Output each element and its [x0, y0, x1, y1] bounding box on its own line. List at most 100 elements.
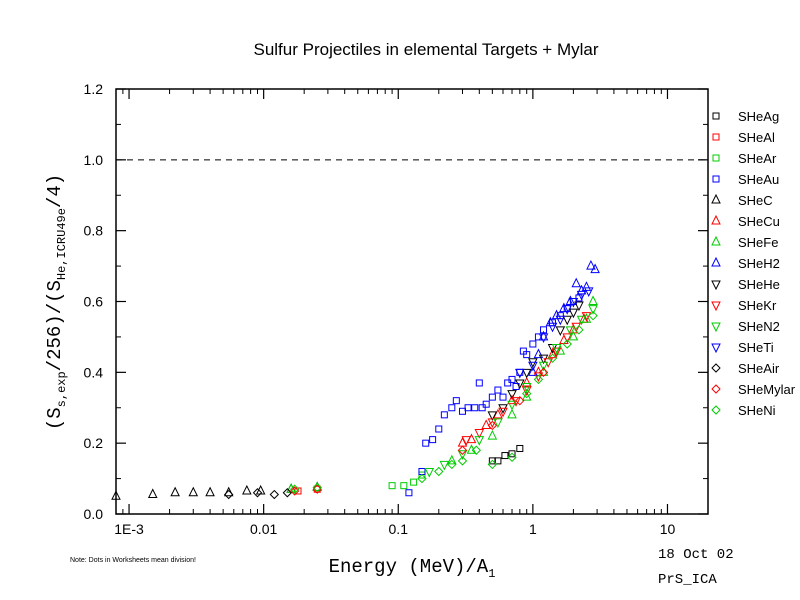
data-point [252, 488, 263, 498]
data-point [523, 351, 531, 359]
series-SHeN2 [424, 305, 598, 478]
legend-label: SHeAu [738, 172, 779, 187]
legend-item: SHeNi [711, 403, 776, 418]
data-point [418, 468, 426, 475]
y-tick-label: 0.8 [84, 223, 104, 239]
data-point [529, 340, 537, 348]
data-point [487, 420, 498, 431]
data-point [559, 302, 569, 313]
data-point [147, 488, 158, 499]
data-point [457, 450, 468, 460]
data-point [487, 429, 498, 440]
data-point [515, 379, 525, 390]
data-point [170, 486, 180, 497]
legend-marker [711, 280, 721, 291]
legend-item: SHeHe [711, 277, 780, 292]
data-point [507, 400, 517, 411]
y-tick-label: 0.0 [84, 506, 104, 522]
legend-item: SHeAr [712, 151, 777, 166]
series-SHeAg [488, 444, 524, 465]
data-point [461, 436, 472, 446]
legend-marker [711, 256, 721, 267]
data-point [562, 315, 573, 326]
data-point [188, 486, 199, 497]
data-point [576, 290, 587, 301]
legend-marker [712, 154, 720, 162]
data-point [538, 333, 549, 344]
data-point [508, 375, 516, 383]
data-point [515, 368, 525, 379]
legend: SHeAg SHeAl SHeAr SHeAu SHeC SHeCu SHeFe SHeH2 S… [711, 109, 796, 418]
legend-label: SHeCu [738, 214, 780, 229]
data-point [440, 411, 448, 419]
data-point [507, 394, 517, 405]
legend-item: SHeH2 [711, 256, 780, 271]
date-text: 18 Oct 02 [658, 547, 734, 563]
legend-label: SHeTi [738, 340, 774, 355]
legend-label: SHeHe [738, 277, 780, 292]
x-tick-label: 0.1 [389, 521, 409, 537]
legend-label: SHeAl [738, 130, 775, 145]
data-point [588, 305, 598, 315]
data-point [388, 482, 396, 490]
legend-marker [711, 322, 721, 333]
data-point [478, 404, 486, 412]
legend-label: SHeAir [738, 361, 780, 376]
data-point [282, 488, 293, 498]
y-axis-label-part-1: (S [44, 407, 66, 430]
data-point [223, 489, 234, 500]
y-tick-label: 0.2 [84, 435, 104, 451]
data-point [521, 383, 532, 393]
x-tick-label: 1E-3 [114, 521, 144, 537]
data-point [583, 287, 594, 297]
legend-marker [711, 384, 721, 394]
data-point [498, 407, 508, 418]
data-point [422, 439, 430, 447]
data-point [481, 419, 491, 429]
data-point [538, 361, 549, 372]
data-point [471, 404, 479, 412]
data-point [562, 339, 572, 349]
data-point [410, 478, 418, 486]
data-point [493, 418, 503, 429]
legend-item: SHeKr [711, 298, 777, 313]
data-point [574, 301, 584, 312]
legend-label: SHeH2 [738, 256, 780, 271]
data-point [289, 484, 300, 494]
data-point [418, 471, 426, 479]
legend-label: SHeNi [738, 403, 776, 418]
data-point [538, 366, 549, 376]
data-point [533, 348, 544, 359]
chart-title: Sulfur Projectiles in elemental Targets … [253, 40, 598, 59]
data-point [562, 305, 573, 315]
legend-item: SHeC [711, 193, 773, 208]
data-point [559, 334, 569, 344]
legend-item: SHeMylar [711, 382, 796, 397]
x-tick-label: 1 [529, 521, 537, 537]
data-point [521, 376, 532, 387]
data-point [528, 361, 538, 372]
y-tick-label: 1.0 [84, 152, 104, 168]
data-point [507, 390, 517, 400]
data-point [434, 466, 444, 477]
data-point [474, 429, 485, 439]
series-SHeHe [487, 301, 584, 421]
data-point [429, 436, 437, 444]
data-point [538, 367, 549, 378]
data-point [405, 489, 413, 497]
data-point [547, 348, 558, 359]
data-point [312, 484, 322, 494]
file-text: PrS_ICA [658, 572, 717, 588]
data-point [528, 366, 538, 376]
legend-item: SHeCu [711, 214, 780, 229]
data-point [435, 425, 443, 433]
data-point [522, 388, 532, 399]
legend-marker [711, 214, 721, 225]
data-point [551, 344, 562, 354]
legend-marker [711, 405, 721, 415]
data-point [466, 433, 477, 444]
legend-label: SHeAr [738, 151, 777, 166]
data-point [590, 263, 600, 274]
series-SHeAir [223, 488, 293, 500]
data-point [111, 490, 121, 500]
